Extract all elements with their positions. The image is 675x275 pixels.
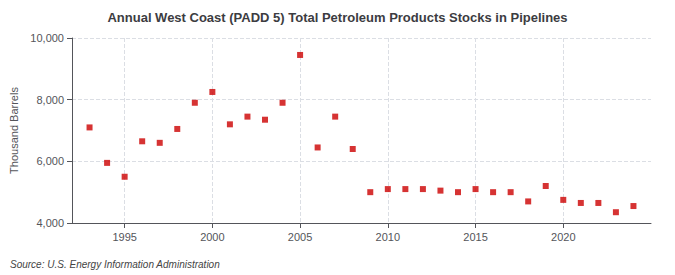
svg-text:1995: 1995 (112, 231, 136, 243)
svg-text:2005: 2005 (288, 231, 312, 243)
svg-text:2010: 2010 (376, 231, 400, 243)
svg-text:2000: 2000 (200, 231, 224, 243)
svg-text:10,000: 10,000 (30, 32, 64, 44)
svg-text:2015: 2015 (463, 231, 487, 243)
svg-text:8,000: 8,000 (36, 94, 64, 106)
svg-text:Source: U.S. Energy Informatio: Source: U.S. Energy Information Administ… (10, 259, 220, 270)
svg-text:Annual West Coast (PADD 5) Tot: Annual West Coast (PADD 5) Total Petrole… (107, 10, 567, 25)
svg-text:2020: 2020 (551, 231, 575, 243)
svg-text:Thousand Barrels: Thousand Barrels (8, 87, 20, 174)
svg-text:4,000: 4,000 (36, 217, 64, 229)
svg-text:6,000: 6,000 (36, 155, 64, 167)
